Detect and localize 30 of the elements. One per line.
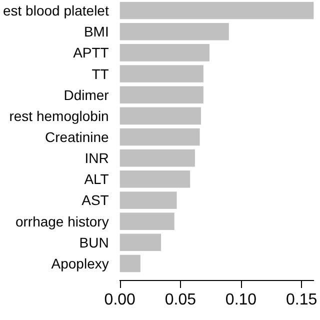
bar [120,128,200,146]
x-tick-label: 0.05 [164,292,196,308]
bar [120,170,190,188]
bar [120,192,177,209]
y-tick-label: est blood platelet [2,2,109,19]
bar [120,149,195,167]
y-tick-label: BMI [84,24,109,40]
bar [120,22,229,40]
bar [120,254,140,272]
bar [120,86,204,104]
y-tick-label: orrhage history [15,213,109,230]
bar [120,212,174,230]
x-tick-label: 0.00 [104,292,136,308]
x-tick-label: 0.10 [225,292,257,308]
y-tick-label: ALT [84,171,110,188]
y-tick-label: rest hemoglobin [9,108,109,124]
y-tick-label: INR [84,150,109,166]
y-tick-label: BUN [79,234,109,250]
y-tick-label: Ddimer [64,86,110,103]
y-tick-label: Creatinine [45,129,110,145]
bar [120,2,314,20]
y-tick-label: Apoplexy [51,255,109,272]
x-tick-label: 0.15 [286,292,318,308]
bar [120,44,210,62]
bar [120,65,204,82]
bar [120,107,202,125]
y-tick-label: AST [82,192,110,208]
bar [120,234,162,252]
y-tick-label: APTT [73,44,110,61]
y-tick-label: TT [92,66,110,82]
